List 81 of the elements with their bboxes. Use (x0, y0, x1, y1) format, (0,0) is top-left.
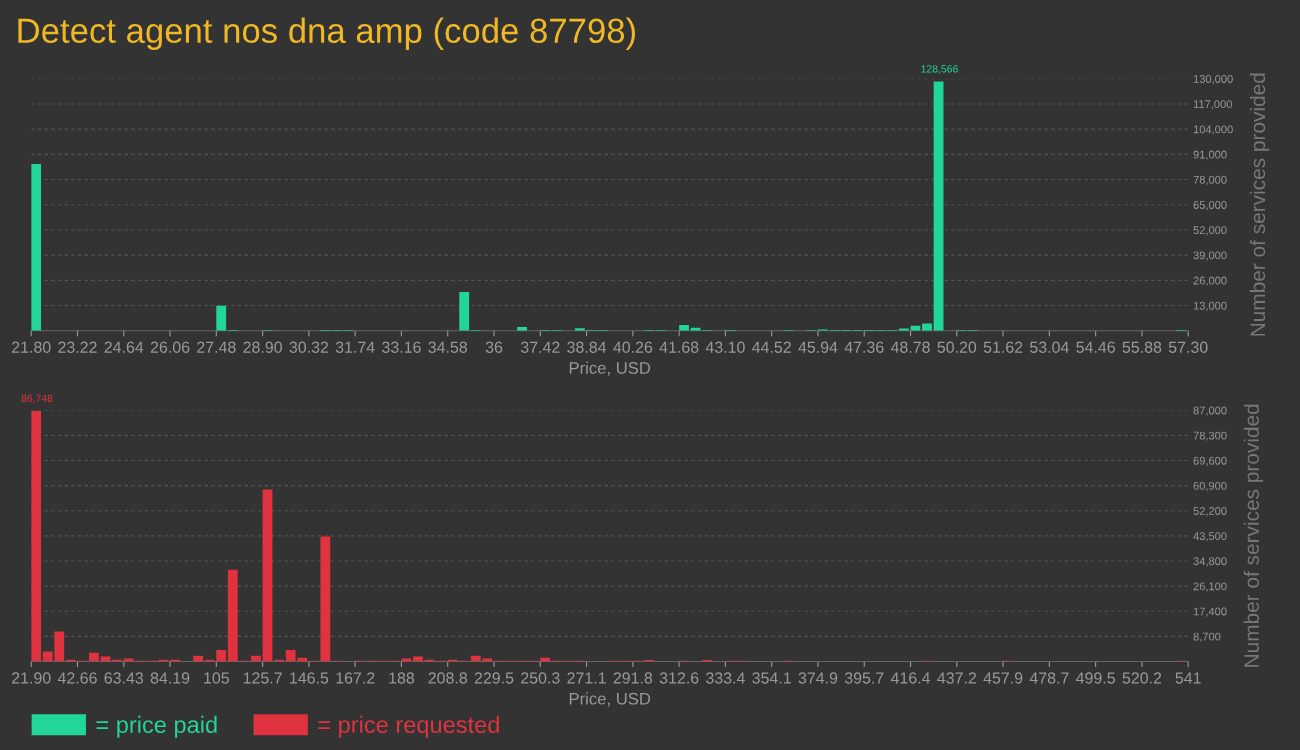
x-tick-label: 50.20 (937, 341, 977, 353)
x-tick-label: 53.04 (1030, 341, 1069, 353)
x-tick-label: 36 (485, 341, 503, 353)
chart-title: Detect agent nos dna amp (code 87798) (18, 17, 635, 50)
y-tick-label: 52,000 (1193, 226, 1227, 236)
x-tick-label: 44.52 (752, 341, 791, 353)
x-tick-label: 40.26 (613, 341, 653, 353)
y-tick-label: 87,000 (1193, 406, 1227, 416)
x-tick-label: 437.2 (937, 672, 976, 684)
x-tick-label: 457.9 (983, 672, 1023, 684)
x-tick-label: 499.5 (1076, 672, 1115, 684)
x-tick-label: 54.46 (1076, 341, 1115, 353)
x-axis-title: Price, USD (569, 361, 651, 376)
x-tick-label: 33.16 (382, 341, 421, 353)
y-tick-label: 130,000 (1193, 75, 1233, 85)
x-tick-label: 208.8 (428, 672, 468, 684)
x-tick-label: 27.48 (197, 341, 236, 353)
x-tick-label: 395.7 (844, 672, 884, 684)
x-tick-label: 31.74 (335, 341, 375, 353)
x-tick-label: 478.7 (1029, 672, 1069, 684)
y-tick-label: 13,000 (1193, 301, 1227, 311)
y-tick-label: 117,000 (1193, 100, 1232, 110)
x-tick-label: 45.94 (798, 341, 838, 353)
y-tick-label: 26,000 (1193, 276, 1227, 286)
x-tick-label: 21.90 (12, 672, 51, 684)
x-tick-label: 28.90 (243, 341, 282, 353)
y-tick-label: 26,100 (1193, 582, 1227, 592)
x-tick-label: 354.1 (752, 672, 791, 684)
x-tick-label: 188 (389, 672, 415, 684)
y-axis-title: Number of services provided (1249, 73, 1270, 336)
x-tick-label: 229.5 (474, 672, 514, 684)
x-tick-label: 21.80 (12, 341, 51, 353)
x-tick-label: 146.5 (290, 672, 329, 684)
y-tick-label: 43,500 (1193, 532, 1227, 542)
legend-label: = price paid (96, 715, 217, 738)
x-tick-label: 167.2 (336, 672, 375, 684)
x-tick-label: 125.7 (243, 672, 282, 684)
y-tick-label: 65,000 (1193, 201, 1227, 211)
x-tick-label: 291.8 (613, 672, 653, 684)
x-tick-label: 51.62 (983, 341, 1023, 353)
x-tick-label: 48.78 (890, 341, 930, 353)
y-tick-label: 17,400 (1193, 607, 1227, 617)
x-tick-label: 416.4 (890, 672, 931, 684)
x-tick-label: 34.58 (428, 341, 468, 353)
x-tick-label: 520.2 (1122, 672, 1162, 684)
x-tick-label: 43.10 (705, 341, 745, 353)
x-tick-label: 312.6 (659, 672, 699, 684)
x-tick-label: 26.06 (150, 341, 190, 353)
x-tick-label: 541 (1175, 672, 1201, 684)
x-tick-label: 24.64 (104, 341, 144, 353)
x-tick-label: 63.43 (104, 672, 144, 684)
annotation: 128,566 (921, 65, 958, 74)
x-tick-label: 42.66 (57, 672, 97, 684)
y-tick-label: 69,600 (1193, 456, 1227, 466)
y-tick-label: 34,800 (1193, 557, 1227, 567)
x-tick-label: 250.3 (521, 672, 560, 684)
annotation: 86,748 (21, 394, 53, 404)
x-tick-label: 47.36 (844, 341, 884, 353)
y-tick-label: 60,900 (1193, 481, 1227, 492)
x-tick-label: 374.9 (798, 672, 838, 684)
y-axis-title: Number of services provided (1243, 404, 1264, 667)
y-tick-label: 78,000 (1193, 175, 1227, 185)
x-tick-label: 37.42 (520, 341, 560, 353)
x-tick-label: 30.32 (289, 341, 329, 353)
y-tick-label: 39,000 (1193, 251, 1227, 261)
y-tick-label: 91,000 (1193, 150, 1227, 160)
y-tick-label: 8,700 (1193, 632, 1221, 642)
legend-label: = price requested (318, 715, 499, 738)
x-axis-title: Price, USD (569, 692, 651, 707)
x-tick-label: 41.68 (659, 341, 699, 353)
x-tick-label: 271.1 (567, 672, 606, 684)
y-tick-label: 52,200 (1193, 507, 1227, 517)
x-tick-label: 84.19 (150, 672, 190, 684)
y-tick-label: 104,000 (1193, 125, 1233, 135)
x-tick-label: 333.4 (706, 672, 745, 684)
y-tick-label: 78,300 (1193, 431, 1227, 441)
x-tick-label: 23.22 (58, 341, 97, 353)
x-tick-label: 105 (204, 672, 229, 684)
x-tick-label: 57.30 (1168, 341, 1208, 353)
x-tick-label: 38.84 (567, 341, 607, 353)
x-tick-label: 55.88 (1122, 341, 1162, 353)
